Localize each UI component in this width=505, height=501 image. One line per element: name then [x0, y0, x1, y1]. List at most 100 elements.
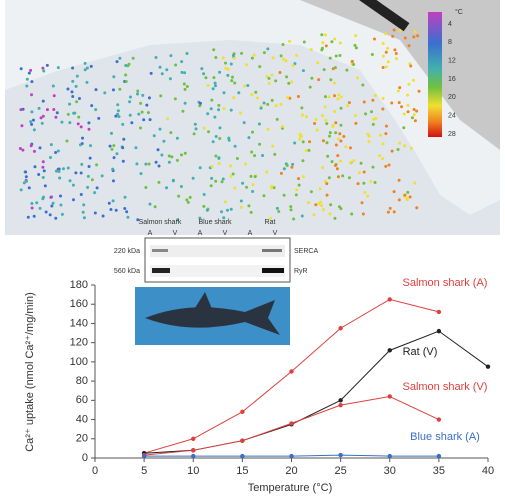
map-dot: [239, 199, 243, 203]
line-chart: 0 20 40 60 80 100 120 140 160 180 0 5 10 15 20 25 30 35 40…: [70, 277, 494, 477]
blot-band: [262, 249, 282, 252]
data-point: [289, 453, 294, 459]
map-dot: [271, 56, 275, 60]
map-dot: [177, 194, 181, 198]
map-dot: [282, 167, 286, 171]
map-dot: [392, 28, 396, 32]
map-dot: [409, 64, 413, 68]
map-dot: [60, 120, 64, 124]
map-dot: [262, 194, 266, 198]
map-dot: [89, 144, 93, 148]
map-dot: [354, 121, 358, 125]
map-dot: [182, 82, 186, 86]
data-point: [191, 453, 196, 459]
map-dot: [381, 107, 385, 111]
map-dot: [406, 110, 410, 114]
map-dot: [42, 169, 46, 173]
map-dot: [204, 76, 208, 80]
map-dot: [270, 184, 274, 188]
map-dot: [370, 53, 374, 57]
map-dot: [325, 193, 329, 197]
map-dot: [95, 186, 99, 190]
map-dot: [322, 68, 326, 72]
map-dot: [41, 66, 45, 70]
map-dot: [372, 37, 376, 41]
map-dot: [124, 64, 128, 68]
map-dot: [247, 204, 251, 208]
map-dot: [52, 108, 56, 112]
blot-protein-label: RyR: [294, 268, 308, 275]
y-tick-label: 180: [70, 279, 88, 291]
map-dot: [347, 176, 351, 180]
map-dot: [391, 34, 395, 38]
map-dot: [112, 144, 116, 148]
map-dot: [328, 56, 332, 60]
map-dot: [287, 81, 291, 85]
map-dot: [148, 202, 152, 206]
map-dot: [202, 72, 206, 76]
map-dot: [116, 109, 120, 113]
map-dot: [237, 91, 241, 95]
map-dot: [381, 142, 385, 146]
map-dot: [209, 107, 213, 111]
map-dot: [118, 87, 122, 91]
map-dot: [313, 121, 317, 125]
map-dot: [93, 191, 97, 195]
map-dot: [117, 115, 121, 119]
map-dot: [336, 154, 340, 158]
map-dot: [314, 203, 318, 207]
map-dot: [335, 167, 339, 171]
map-dot: [222, 107, 226, 111]
blot-lane-label: A: [248, 230, 253, 237]
map-dot: [239, 111, 243, 115]
map-dot: [118, 56, 122, 60]
data-point: [436, 328, 442, 334]
map-dot: [71, 66, 75, 70]
map-dot: [83, 61, 87, 65]
map-dot: [226, 73, 230, 77]
map-dot: [74, 171, 78, 175]
blot-column-label: Salmon shark: [139, 219, 182, 226]
map-dot: [325, 182, 329, 186]
map-dot: [65, 139, 69, 143]
map-dot: [355, 76, 359, 80]
map-dot: [186, 200, 190, 204]
map-dot: [54, 169, 58, 173]
map-dot: [324, 118, 328, 122]
map-dot: [360, 201, 364, 205]
map-dot: [87, 164, 91, 168]
map-dot: [94, 88, 98, 92]
map-dot: [82, 203, 86, 207]
map-dot: [27, 71, 31, 75]
map-dot: [136, 218, 140, 222]
blot-band: [262, 268, 284, 273]
map-dot: [139, 101, 143, 105]
colorbar-label: 24: [448, 113, 456, 120]
data-point: [289, 369, 294, 374]
map-dot: [103, 91, 107, 95]
map-dot: [128, 100, 132, 104]
map-dot: [320, 204, 324, 208]
map-dot: [258, 142, 262, 146]
map-dot: [183, 151, 187, 155]
map-dot: [412, 35, 416, 39]
map-dot: [233, 81, 237, 85]
map-dot: [253, 175, 257, 179]
map-dot: [18, 147, 22, 151]
map-dot: [140, 110, 144, 114]
map-dot: [52, 94, 56, 98]
map-dot: [154, 55, 158, 59]
map-dot: [290, 80, 294, 84]
map-dot: [126, 215, 130, 219]
map-dot: [160, 72, 164, 76]
map-dot: [402, 112, 406, 116]
map-dot: [235, 157, 239, 161]
map-dot: [32, 149, 36, 153]
map-dot: [412, 108, 416, 112]
map-dot: [185, 84, 189, 88]
map-dot: [373, 180, 377, 184]
map-dot: [32, 128, 36, 132]
data-point: [387, 453, 392, 459]
map-dot: [267, 81, 271, 85]
map-dot: [205, 208, 209, 212]
